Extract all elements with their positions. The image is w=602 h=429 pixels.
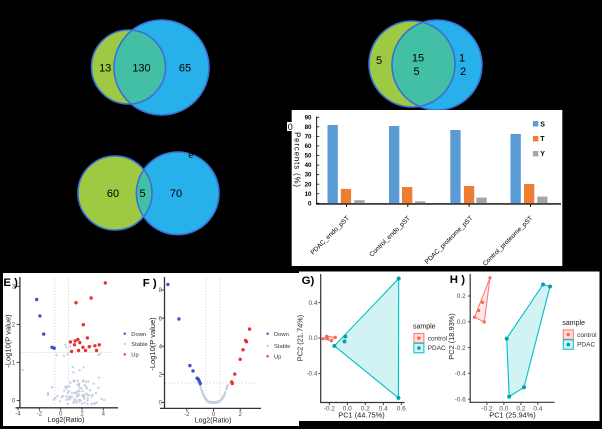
svg-text:1: 1 [459, 53, 465, 65]
svg-text:5: 5 [376, 55, 382, 67]
svg-text:70: 70 [305, 134, 312, 141]
svg-text:0: 0 [212, 412, 216, 418]
svg-text:G): G) [302, 275, 315, 287]
svg-text:2: 2 [460, 66, 466, 78]
svg-text:80: 80 [305, 124, 312, 131]
svg-text:0.0: 0.0 [457, 319, 466, 326]
svg-text:-0.2: -0.2 [455, 345, 467, 352]
svg-text:0.2: 0.2 [457, 293, 466, 300]
svg-text:PC2 (18.93%): PC2 (18.93%) [447, 313, 456, 359]
svg-text:90: 90 [305, 114, 312, 121]
svg-text:F ): F ) [143, 278, 157, 290]
svg-text:Log2(Ratio): Log2(Ratio) [195, 417, 232, 424]
svg-text:6: 6 [159, 316, 163, 322]
svg-text:0: 0 [12, 399, 16, 405]
svg-text:0: 0 [308, 200, 312, 207]
svg-text:Down: Down [274, 332, 289, 338]
svg-text:20: 20 [305, 181, 312, 188]
svg-text:Down: Down [131, 332, 146, 338]
svg-text:0: 0 [159, 401, 163, 407]
svg-text:-0.6: -0.6 [455, 396, 467, 403]
svg-text:-4: -4 [15, 411, 21, 417]
svg-text:-2: -2 [37, 411, 43, 417]
svg-text:0.4: 0.4 [379, 406, 388, 413]
svg-text:-Log10(P value): -Log10(P value) [3, 314, 12, 368]
svg-text:0.4: 0.4 [309, 300, 318, 307]
svg-text:2: 2 [80, 411, 84, 417]
svg-text:1: 1 [12, 361, 16, 367]
svg-text:H ): H ) [450, 274, 465, 286]
svg-text:sample: sample [413, 324, 436, 331]
svg-text:4: 4 [159, 344, 163, 350]
svg-text:0.4: 0.4 [533, 405, 542, 412]
svg-text:5: 5 [139, 188, 145, 200]
svg-text:-Log10(P value): -Log10(P value) [148, 317, 157, 371]
svg-text:Stable: Stable [274, 344, 290, 350]
svg-text:50: 50 [305, 153, 312, 160]
svg-text:5: 5 [413, 66, 419, 78]
svg-text:Up: Up [274, 354, 281, 360]
svg-text:2: 2 [239, 412, 243, 418]
svg-text:0.2: 0.2 [516, 405, 525, 412]
svg-text:-0.4: -0.4 [455, 371, 467, 378]
svg-text:0.0: 0.0 [343, 406, 352, 413]
svg-text:T: T [540, 136, 545, 143]
svg-text:PC1 (44.75%): PC1 (44.75%) [338, 410, 384, 419]
svg-text:-0.2: -0.2 [481, 405, 493, 412]
svg-text:0.6: 0.6 [397, 406, 406, 413]
svg-text:60: 60 [305, 143, 312, 150]
svg-text:30: 30 [305, 172, 312, 179]
svg-text:0: 0 [288, 122, 293, 132]
svg-text:10: 10 [305, 191, 312, 198]
svg-text:3: 3 [12, 285, 16, 291]
svg-text:13: 13 [99, 63, 111, 75]
svg-text:0.0: 0.0 [309, 335, 318, 342]
svg-text:Y: Y [540, 151, 545, 158]
svg-text:control: control [577, 332, 597, 339]
svg-text:e: e [188, 150, 193, 160]
svg-text:70: 70 [170, 188, 182, 200]
svg-text:PC1 (25.94%): PC1 (25.94%) [489, 410, 535, 419]
svg-text:Percents (%): Percents (%) [293, 132, 302, 188]
svg-text:PDAC: PDAC [428, 345, 446, 352]
svg-text:Up: Up [131, 353, 138, 359]
svg-text:-0.4: -0.4 [306, 371, 318, 378]
svg-text:Stable: Stable [131, 342, 147, 348]
svg-text:S: S [540, 121, 545, 128]
svg-text:Log2(Ratio): Log2(Ratio) [48, 417, 85, 424]
svg-text:65: 65 [179, 63, 191, 75]
svg-text:0.2: 0.2 [361, 406, 370, 413]
svg-text:PC2 (21.74%): PC2 (21.74%) [296, 315, 305, 361]
svg-text:sample: sample [562, 320, 585, 327]
svg-text:4: 4 [102, 411, 106, 417]
svg-text:0: 0 [59, 411, 63, 417]
svg-text:130: 130 [132, 63, 150, 75]
svg-text:40: 40 [305, 162, 312, 169]
svg-text:0.0: 0.0 [499, 405, 508, 412]
svg-text:-0.2: -0.2 [324, 406, 336, 413]
svg-text:-2: -2 [184, 412, 190, 418]
svg-text:PDAC: PDAC [577, 342, 595, 349]
svg-text:2: 2 [12, 323, 16, 329]
svg-text:2: 2 [159, 373, 163, 379]
svg-text:control: control [428, 335, 448, 342]
svg-text:60: 60 [107, 188, 119, 200]
svg-text:8: 8 [159, 288, 163, 294]
svg-text:E ): E ) [3, 277, 18, 289]
svg-text:15: 15 [412, 53, 424, 65]
